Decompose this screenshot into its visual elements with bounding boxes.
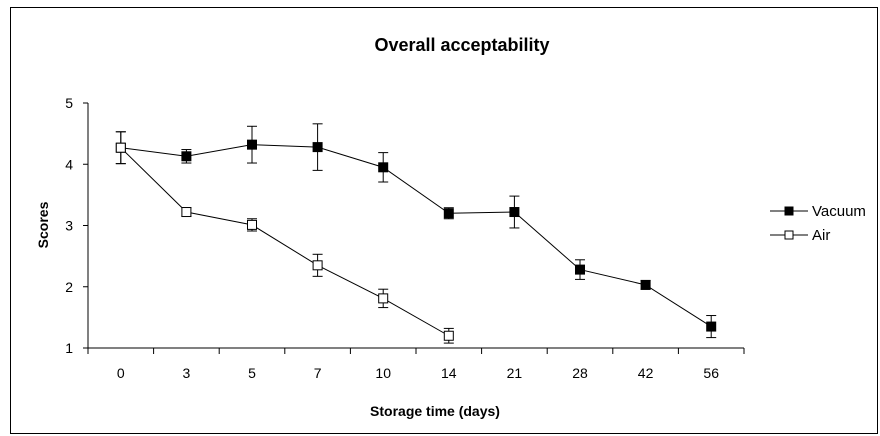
- x-tick-label: 42: [638, 365, 654, 381]
- chart-title: Overall acceptability: [374, 35, 549, 55]
- data-point: [443, 330, 454, 341]
- data-point: [378, 162, 389, 173]
- legend-entry-air: Air: [770, 227, 830, 244]
- x-tick-label: 10: [375, 365, 391, 381]
- x-tick-label: 14: [441, 365, 457, 381]
- data-point: [706, 321, 717, 332]
- x-tick-label: 3: [183, 365, 191, 381]
- data-point: [312, 142, 323, 153]
- x-tick-label: 28: [572, 365, 588, 381]
- axes: 1 2 3 4 5 0 3 5 7 10 14 21 28 42 56: [65, 95, 745, 381]
- x-tick-label: 7: [314, 365, 322, 381]
- legend: Vacuum Air: [770, 203, 866, 244]
- y-tick-label: 5: [65, 95, 73, 111]
- series-vacuum: [115, 123, 717, 339]
- chart-frame: [10, 7, 878, 434]
- y-tick-label: 3: [65, 218, 73, 234]
- legend-label: Vacuum: [812, 203, 866, 220]
- y-axis-label: Scores: [35, 201, 51, 248]
- data-point: [509, 207, 520, 218]
- y-tick-label: 1: [65, 340, 73, 356]
- data-point: [247, 219, 257, 230]
- y-tick-label: 4: [65, 156, 73, 172]
- x-tick-label: 21: [507, 365, 523, 381]
- data-point: [443, 208, 454, 219]
- data-point: [181, 207, 192, 218]
- series-layer: [115, 123, 717, 344]
- legend-marker: [784, 206, 794, 216]
- legend-entry-vacuum: Vacuum: [770, 203, 866, 220]
- series-line-vacuum: [120, 144, 712, 327]
- data-point: [247, 139, 257, 150]
- data-point: [575, 264, 585, 275]
- data-point: [378, 293, 389, 304]
- series-line-air: [120, 147, 450, 337]
- x-tick-label: 5: [248, 365, 256, 381]
- data-point: [181, 151, 192, 162]
- data-point: [312, 260, 323, 271]
- legend-marker: [784, 230, 794, 240]
- x-tick-label: 0: [117, 365, 125, 381]
- data-point: [115, 142, 126, 153]
- legend-label: Air: [812, 227, 830, 244]
- x-axis-label: Storage time (days): [370, 403, 500, 419]
- data-point: [640, 279, 651, 290]
- x-tick-label: 56: [703, 365, 719, 381]
- y-tick-label: 2: [65, 279, 73, 295]
- series-air: [115, 131, 454, 344]
